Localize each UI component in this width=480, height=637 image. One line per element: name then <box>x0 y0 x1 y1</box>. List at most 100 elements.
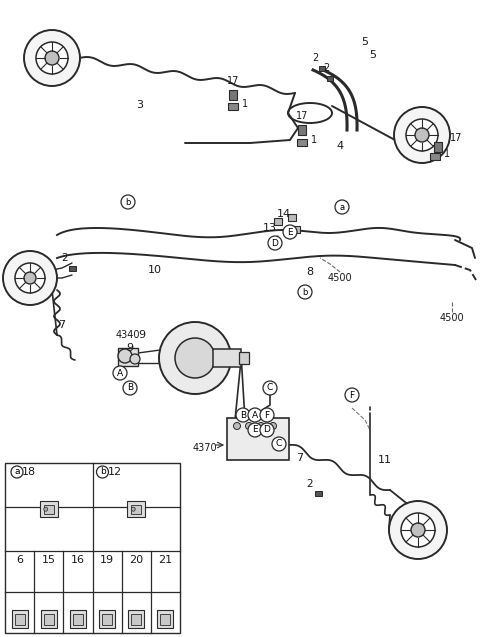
Bar <box>128 610 144 628</box>
Bar <box>5 463 180 633</box>
Text: 20: 20 <box>129 555 144 566</box>
Circle shape <box>411 523 425 537</box>
Circle shape <box>263 381 277 395</box>
Text: F: F <box>264 410 270 420</box>
Circle shape <box>345 388 359 402</box>
Text: 2: 2 <box>62 253 68 263</box>
Circle shape <box>389 501 447 559</box>
Text: 8: 8 <box>306 267 313 277</box>
Text: 12: 12 <box>108 467 121 477</box>
Text: 2: 2 <box>323 63 329 73</box>
Circle shape <box>269 422 276 429</box>
Bar <box>239 352 249 364</box>
Text: 16: 16 <box>71 555 85 566</box>
Text: 4370: 4370 <box>192 443 217 453</box>
Bar <box>118 348 138 366</box>
Circle shape <box>394 107 450 163</box>
Text: 17: 17 <box>227 76 239 86</box>
Bar <box>434 142 442 152</box>
Text: b: b <box>125 197 131 206</box>
Circle shape <box>236 408 250 422</box>
Bar <box>70 610 86 628</box>
Text: 17: 17 <box>296 111 308 121</box>
Bar <box>298 125 306 135</box>
Text: A: A <box>117 368 123 378</box>
Bar <box>160 614 170 625</box>
Bar <box>41 610 57 628</box>
Circle shape <box>36 42 68 74</box>
Bar <box>127 501 145 517</box>
Circle shape <box>233 422 240 429</box>
Text: 17: 17 <box>450 133 462 143</box>
Bar <box>213 349 241 367</box>
Circle shape <box>248 408 262 422</box>
Circle shape <box>401 513 435 547</box>
Circle shape <box>248 423 262 437</box>
Text: 10: 10 <box>148 265 162 275</box>
Text: 3: 3 <box>136 100 144 110</box>
Bar <box>228 103 238 110</box>
Text: 2: 2 <box>307 479 313 489</box>
Text: 1: 1 <box>242 99 248 109</box>
Circle shape <box>24 30 80 86</box>
Circle shape <box>245 422 252 429</box>
Bar <box>131 614 141 625</box>
Circle shape <box>11 466 23 478</box>
Bar <box>430 153 440 160</box>
Bar <box>227 418 289 460</box>
Bar <box>229 90 237 100</box>
Bar <box>44 614 54 625</box>
Circle shape <box>260 408 274 422</box>
Circle shape <box>298 285 312 299</box>
Circle shape <box>123 381 137 395</box>
Text: 1: 1 <box>444 149 450 159</box>
Bar <box>131 505 141 514</box>
Circle shape <box>113 366 127 380</box>
Bar <box>14 614 24 625</box>
Text: 14: 14 <box>277 209 291 219</box>
Text: 4500: 4500 <box>440 313 464 323</box>
Text: 6: 6 <box>16 555 23 566</box>
Bar <box>99 610 115 628</box>
Text: 2: 2 <box>312 53 318 63</box>
Circle shape <box>96 466 108 478</box>
Circle shape <box>406 119 438 151</box>
Circle shape <box>24 272 36 284</box>
Bar <box>157 610 173 628</box>
Text: F: F <box>349 390 355 399</box>
Circle shape <box>131 507 135 512</box>
Circle shape <box>268 236 282 250</box>
Text: A: A <box>252 410 258 420</box>
Text: B: B <box>127 383 133 392</box>
Bar <box>69 266 75 271</box>
Text: b: b <box>100 468 106 476</box>
Text: 7: 7 <box>297 453 303 463</box>
Bar <box>102 614 112 625</box>
Circle shape <box>130 354 140 364</box>
Circle shape <box>175 338 215 378</box>
Circle shape <box>45 51 59 65</box>
Circle shape <box>257 422 264 429</box>
Circle shape <box>415 128 429 142</box>
Bar <box>44 505 54 514</box>
Text: 11: 11 <box>378 455 392 465</box>
Circle shape <box>121 195 135 209</box>
Text: 18: 18 <box>22 467 36 477</box>
Text: C: C <box>276 440 282 448</box>
Text: 9: 9 <box>138 330 145 340</box>
Text: 5: 5 <box>361 37 369 47</box>
Text: 4500: 4500 <box>328 273 352 283</box>
Text: D: D <box>272 238 278 248</box>
Text: E: E <box>252 426 258 434</box>
Text: 15: 15 <box>42 555 56 566</box>
Bar <box>274 218 282 225</box>
Bar <box>12 610 27 628</box>
Bar <box>319 66 325 71</box>
Circle shape <box>15 263 45 293</box>
Circle shape <box>335 200 349 214</box>
Text: a: a <box>14 468 20 476</box>
Text: 21: 21 <box>158 555 172 566</box>
Bar <box>297 139 307 146</box>
Text: C: C <box>267 383 273 392</box>
Circle shape <box>118 349 132 363</box>
